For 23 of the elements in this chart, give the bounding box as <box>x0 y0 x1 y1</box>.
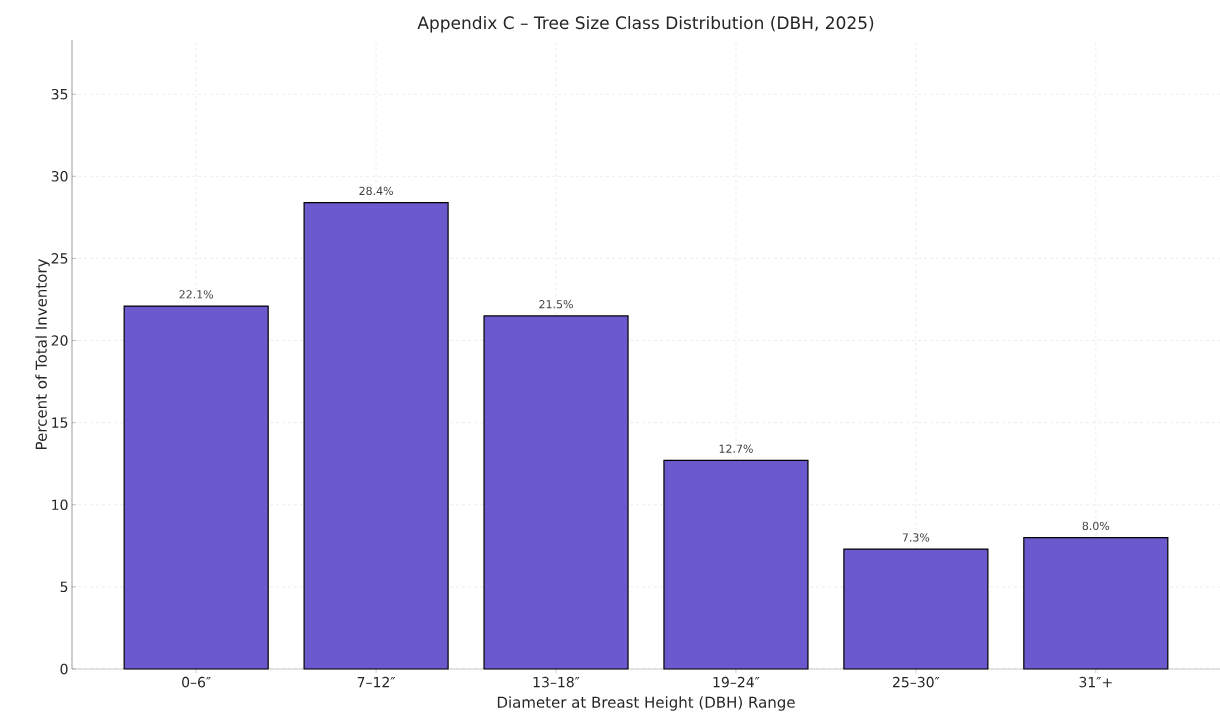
x-axis-title: Diameter at Breast Height (DBH) Range <box>497 696 795 711</box>
data-label: 12.7% <box>719 444 753 453</box>
y-tick-label: 5 <box>60 581 68 593</box>
data-label: 28.4% <box>359 186 393 196</box>
y-axis-title: Percent of Total Inventory <box>35 258 50 449</box>
x-tick-label: 25–30″ <box>892 676 940 688</box>
x-tick-label: 19–24″ <box>713 676 760 688</box>
y-tick-label: 35 <box>51 88 68 100</box>
y-tick-label: 0 <box>60 663 68 675</box>
data-label: 8.0% <box>1082 521 1110 531</box>
data-label: 7.3% <box>902 533 930 542</box>
data-label: 21.5% <box>539 300 573 309</box>
y-tick-label: 15 <box>52 417 68 428</box>
x-tick-label: 13–18″ <box>533 676 580 688</box>
y-tick-label: 20 <box>51 335 68 346</box>
y-tick-label: 10 <box>52 499 68 511</box>
x-tick-label: 31″+ <box>1079 676 1112 688</box>
x-tick-label: 0–6″ <box>182 676 211 688</box>
y-tick-label: 25 <box>51 253 68 264</box>
chart-title: Appendix C – Tree Size Class Distribution (DBH, 2025) <box>417 16 874 33</box>
y-tick-label: 30 <box>51 171 68 182</box>
x-tick-label: 7–12″ <box>357 676 396 688</box>
data-label: 22.1% <box>179 290 214 299</box>
